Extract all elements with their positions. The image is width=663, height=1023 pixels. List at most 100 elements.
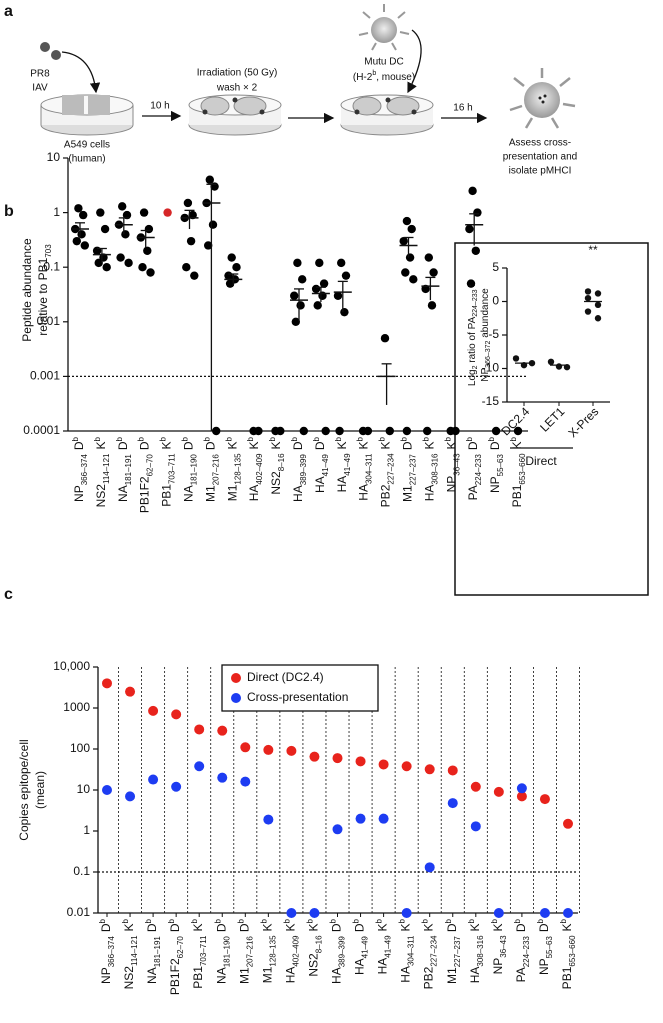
- mhc-allele: K: [122, 923, 136, 931]
- x-tick-label: HA308–316 Kb: [466, 918, 484, 983]
- data-point: [125, 791, 136, 802]
- dc-label-part: , mouse): [376, 72, 415, 83]
- y-axis-label-part: relative to PB1: [36, 257, 50, 335]
- mhc-allele: D: [214, 923, 228, 932]
- epitope-range: 389–399: [299, 454, 308, 486]
- mhc-allele-sup: b: [443, 436, 452, 441]
- epitope-range: 181–191: [153, 936, 162, 968]
- mhc-allele: D: [401, 441, 415, 450]
- irradiation-label: wash × 2: [216, 83, 258, 94]
- data-point: [447, 798, 458, 809]
- mhc-allele: K: [94, 441, 108, 449]
- data-point: [190, 271, 199, 280]
- mhc-allele-sup: b: [351, 918, 360, 923]
- mhc-allele-sup: b: [202, 436, 211, 441]
- x-tick-label: M1128–135 Kb: [259, 918, 277, 983]
- mhc-allele: K: [225, 441, 239, 449]
- mhc-allele-sup: b: [180, 436, 189, 441]
- data-point: [355, 756, 366, 767]
- mhc-allele-sup: b: [466, 918, 475, 923]
- epitope-name: NP: [99, 967, 113, 984]
- data-point: [240, 742, 251, 753]
- data-point: [424, 862, 435, 873]
- data-point: [92, 246, 102, 255]
- virus-icon: [51, 50, 61, 60]
- epitope-name: PB1F2: [138, 476, 152, 513]
- epitope-range: 8–16: [277, 453, 286, 471]
- x-tick-label: M1227–237 Db: [443, 918, 461, 984]
- mhc-allele: D: [488, 441, 502, 450]
- data-point: [380, 334, 390, 343]
- epitope-range: 181–191: [123, 454, 132, 486]
- mhc-allele: K: [444, 441, 458, 449]
- mhc-allele-sup: b: [513, 918, 522, 923]
- data-point: [121, 230, 130, 239]
- data-point: [217, 772, 228, 783]
- x-tick-label: PB1653–660 Kb: [509, 436, 527, 507]
- epitope-name: PB1: [560, 966, 574, 989]
- x-tick-label: NA181–191 Db: [114, 436, 132, 502]
- mhc-allele-sup: b: [136, 436, 145, 441]
- data-point: [148, 705, 159, 716]
- data-point: [594, 290, 602, 297]
- significance: **: [588, 243, 598, 257]
- dc-label-sup: b: [372, 70, 376, 77]
- epitope-range: 224–233: [474, 454, 483, 486]
- mhc-allele-sup: b: [213, 918, 222, 923]
- epitope-name: HA: [423, 485, 437, 502]
- mhc-allele: K: [160, 441, 174, 449]
- cells-label: (human): [68, 154, 105, 165]
- epitope-name: NS2: [122, 966, 136, 990]
- y-tick-label: 10,000: [53, 659, 90, 673]
- data-point: [194, 761, 205, 772]
- y-axis-label-part: NP: [480, 368, 491, 382]
- x-tick-label: M1207–216 Db: [236, 918, 254, 984]
- dc-label: Mutu DC: [364, 57, 403, 68]
- x-tick-label: NP366–374 Db: [98, 918, 116, 984]
- epitope-range: 224–233: [522, 936, 531, 968]
- data-point: [139, 208, 149, 217]
- data-point: [143, 246, 152, 255]
- mhc-allele: D: [182, 441, 196, 450]
- x-tick-label: PA224–233 Db: [465, 436, 483, 500]
- data-point: [263, 744, 274, 755]
- mhc-allele-sup: b: [489, 918, 498, 923]
- mhc-allele-sup: b: [158, 436, 167, 441]
- mhc-allele-sup: b: [282, 918, 291, 923]
- data-point: [217, 725, 228, 736]
- virus-icon: [40, 42, 50, 52]
- data-point: [332, 824, 343, 835]
- data-point: [335, 426, 344, 436]
- data-point: [313, 301, 322, 310]
- mhc-allele: D: [116, 441, 130, 450]
- data-point: [102, 785, 112, 795]
- epitope-range: 402–409: [255, 453, 264, 485]
- mhc-allele-sup: b: [144, 918, 153, 923]
- dc-label-part: (H-2: [353, 72, 373, 83]
- data-point: [72, 236, 82, 246]
- assay-label: presentation and: [503, 152, 578, 163]
- epitope-range: 55–63: [545, 936, 554, 959]
- y-tick-label: 0.01: [37, 314, 61, 328]
- mhc-allele-sup: b: [236, 918, 245, 923]
- epitope-name: HA: [376, 958, 390, 975]
- mhc-allele: K: [284, 923, 298, 931]
- epitope-name: PA: [466, 485, 480, 500]
- data-point: [563, 908, 573, 918]
- data-point: [205, 175, 214, 184]
- x-tick-label: HA41–49 Db: [351, 918, 369, 975]
- y-tick-label: 100: [70, 741, 90, 755]
- epitope-name: NP: [537, 958, 551, 975]
- mhc-allele-sup: b: [465, 436, 474, 441]
- data-point: [171, 709, 182, 720]
- assay-label: isolate pMHCI: [509, 166, 572, 177]
- data-point: [194, 724, 205, 735]
- mhc-allele: D: [445, 923, 459, 932]
- epitope-range: 207–216: [245, 936, 254, 968]
- epitope-range: 227–234: [386, 453, 395, 485]
- data-point: [516, 783, 527, 794]
- epitope-range: 181–190: [222, 936, 231, 968]
- data-point: [148, 774, 159, 785]
- legend-swatch: [231, 673, 241, 683]
- epitope-range: 62–70: [145, 454, 154, 477]
